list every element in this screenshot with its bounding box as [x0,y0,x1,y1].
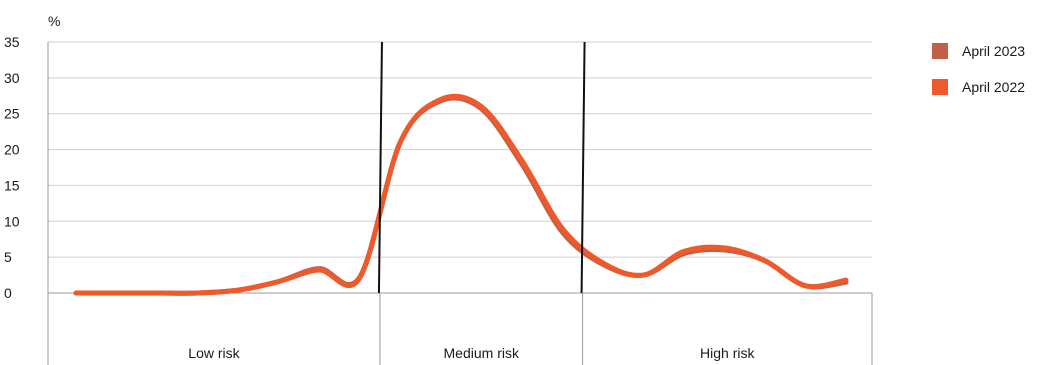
y-tick-label: 35 [4,34,20,50]
y-axis-label: % [48,13,60,29]
y-tick-label: 10 [4,213,20,229]
y-tick-label: 5 [4,249,12,265]
y-tick-label: 20 [4,142,20,158]
legend-label: April 2022 [962,79,1025,95]
risk-dividers [377,41,586,294]
series-line-april-2022 [73,93,849,296]
legend-swatch [932,79,948,95]
risk-divider-line [377,41,383,294]
category-label: Low risk [188,345,240,361]
series-lines [73,93,849,296]
risk-divider-line [580,41,586,294]
legend: April 2023 April 2022 [932,43,1025,95]
legend-swatch [932,43,948,59]
category-axis: Low risk Medium risk High risk [188,293,873,365]
series-line-april-2023 [73,95,849,296]
category-label: High risk [700,345,755,361]
legend-label: April 2023 [962,43,1025,59]
category-label: Medium risk [444,345,520,361]
gridlines [47,41,872,365]
y-tick-label: 0 [4,285,12,301]
y-tick-label: 15 [4,177,20,193]
y-axis-ticks: 0 5 10 15 20 25 30 35 [4,34,20,301]
y-tick-label: 30 [4,70,20,86]
y-tick-label: 25 [4,106,20,122]
